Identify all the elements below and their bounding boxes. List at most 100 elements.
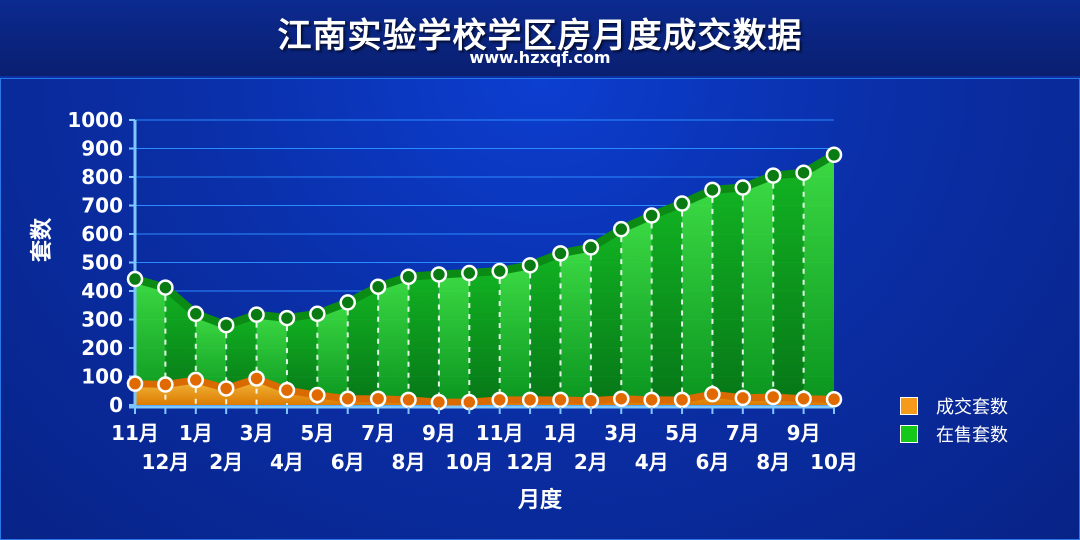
y-tick-label: 800 (81, 165, 123, 189)
onsale-area-segment (621, 215, 652, 405)
onsale-point (187, 305, 205, 323)
sold-point (369, 390, 387, 407)
y-tick-label: 500 (81, 251, 123, 275)
onsale-point (734, 179, 752, 196)
y-tick-label: 700 (81, 194, 123, 218)
onsale-point (248, 306, 265, 323)
legend-swatch-onsale (900, 425, 918, 443)
x-axis-label: 月度 (517, 488, 562, 513)
onsale-point (430, 266, 448, 283)
onsale-area-segment (742, 175, 774, 405)
x-tick-label: 3月 (604, 421, 638, 445)
onsale-point (613, 220, 630, 238)
sold-point (795, 390, 812, 407)
x-tick-label: 9月 (787, 421, 821, 445)
onsale-area-segment (317, 302, 348, 405)
onsale-area-segment (438, 273, 470, 405)
onsale-point (673, 195, 691, 212)
x-tick-label: 11月 (476, 421, 524, 445)
sold-point (309, 386, 326, 404)
onsale-area-segment (469, 271, 500, 405)
x-tick-label: 7月 (361, 421, 395, 445)
onsale-area-segment (378, 276, 409, 405)
legend-swatch-sold (900, 397, 918, 415)
onsale-point (278, 309, 296, 327)
sold-point (764, 388, 782, 406)
sold-point (734, 389, 752, 407)
y-tick-label: 600 (81, 222, 123, 246)
sold-point (582, 392, 600, 409)
y-axis-label: 套数 (30, 217, 55, 262)
onsale-point (491, 262, 508, 280)
onsale-point (400, 268, 417, 285)
sold-point (157, 376, 174, 393)
x-tick-label: 11月 (111, 421, 159, 445)
x-tick-label: 8月 (392, 450, 426, 474)
x-tick-label: 5月 (300, 421, 334, 445)
x-tick-label: 1月 (544, 421, 578, 445)
onsale-point (369, 278, 387, 295)
x-tick-label: 3月 (240, 421, 274, 445)
onsale-point (825, 146, 843, 164)
x-tick-label: 2月 (209, 450, 243, 474)
sold-point (339, 390, 356, 407)
sold-point (248, 370, 265, 387)
onsale-area-segment (712, 187, 743, 405)
onsale-area-segment (803, 154, 834, 405)
sold-point (400, 391, 417, 409)
legend-item-onsale: 在售套数 (900, 420, 1008, 448)
legend-label-onsale: 在售套数 (936, 425, 1008, 446)
onsale-point (309, 305, 326, 323)
x-tick-label: 4月 (635, 450, 669, 474)
y-tick-label: 400 (81, 279, 123, 303)
onsale-area-segment (499, 265, 531, 405)
sold-point (187, 371, 205, 389)
sold-point (704, 385, 721, 403)
chart-title: 江南实验学校学区房月度成交数据 (277, 16, 803, 56)
sold-point (126, 375, 144, 392)
y-tick-label: 900 (81, 137, 123, 161)
legend-item-sold: 成交套数 (900, 392, 1008, 420)
sold-point (673, 391, 691, 409)
x-tick-label: 6月 (695, 450, 729, 474)
y-tick-label: 100 (81, 365, 123, 389)
x-tick-label: 12月 (506, 450, 554, 474)
x-tick-label: 10月 (445, 450, 493, 474)
y-tick-label: 0 (109, 393, 123, 417)
sold-point (613, 390, 630, 407)
onsale-point (461, 264, 478, 282)
x-tick-label: 9月 (422, 421, 456, 445)
sold-point (217, 380, 235, 397)
x-tick-label: 10月 (810, 450, 858, 474)
y-tick-label: 1000 (67, 108, 123, 132)
onsale-point (643, 207, 660, 224)
sold-point (521, 391, 539, 409)
onsale-point (157, 279, 174, 296)
onsale-point (795, 164, 812, 181)
onsale-area-segment (651, 203, 683, 405)
onsale-point (582, 239, 600, 256)
onsale-area-segment (590, 229, 622, 405)
x-tick-label: 4月 (270, 450, 304, 474)
x-tick-label: 1月 (179, 421, 213, 445)
onsale-area-segment (773, 172, 804, 405)
header-bar: 江南实验学校学区房月度成交数据 www.hzxqf.com (0, 0, 1080, 76)
x-tick-label: 2月 (574, 450, 608, 474)
onsale-point (521, 257, 539, 274)
onsale-point (217, 316, 235, 334)
onsale-area-segment (682, 189, 713, 405)
sold-point (552, 391, 569, 409)
onsale-area-segment (286, 313, 318, 405)
x-tick-label: 8月 (756, 450, 790, 474)
x-tick-label: 12月 (141, 450, 189, 474)
chart-subtitle: www.hzxqf.com (469, 48, 611, 67)
sold-point (278, 381, 296, 399)
onsale-point (339, 294, 356, 311)
x-tick-label: 5月 (665, 421, 699, 445)
y-tick-label: 300 (81, 308, 123, 332)
onsale-point (126, 270, 144, 288)
onsale-area-segment (530, 253, 561, 405)
x-tick-label: 6月 (331, 450, 365, 474)
onsale-point (764, 167, 782, 184)
